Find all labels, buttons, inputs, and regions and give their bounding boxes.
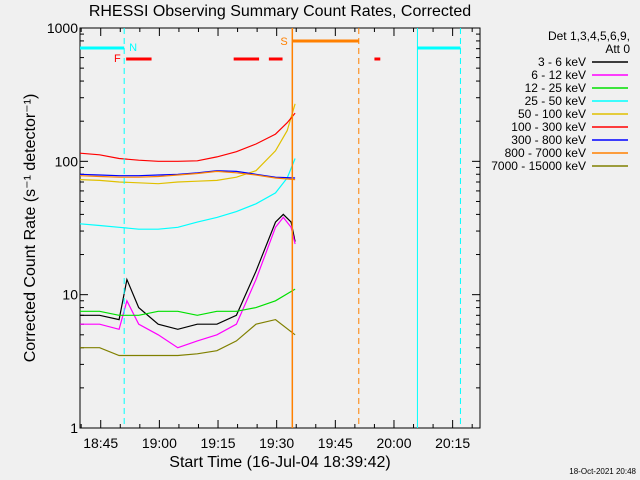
series-line-4 bbox=[79, 103, 296, 185]
series-line-0 bbox=[80, 213, 296, 330]
flare-flag-label: F bbox=[114, 53, 121, 65]
y-tick-label: 10 bbox=[62, 287, 78, 303]
x-tick-label: 19:45 bbox=[318, 435, 353, 451]
y-axis-label: Corrected Count Rate (s⁻¹ detector⁻¹) bbox=[22, 94, 39, 363]
series-line-7 bbox=[79, 170, 296, 181]
y-tick-label: 100 bbox=[55, 153, 79, 169]
footer-date: 18-Oct-2021 20:48 bbox=[569, 467, 636, 476]
legend-label: 3 - 6 keV bbox=[538, 55, 586, 69]
y-tick-label: 1 bbox=[70, 420, 78, 436]
x-tick-label: 19:00 bbox=[142, 435, 177, 451]
saa-flag-label: S bbox=[280, 36, 287, 48]
legend-label: 12 - 25 keV bbox=[525, 81, 586, 95]
x-tick-label: 20:00 bbox=[376, 435, 411, 451]
x-tick-label: 19:30 bbox=[259, 435, 294, 451]
legend-label: 800 - 7000 keV bbox=[505, 146, 586, 160]
night-flag-label: N bbox=[129, 42, 137, 54]
x-tick-label: 19:15 bbox=[201, 435, 236, 451]
legend-label: 300 - 800 keV bbox=[511, 133, 586, 147]
plot-frame bbox=[79, 27, 481, 429]
x-axis-label: Start Time (16-Jul-04 18:39:42) bbox=[169, 454, 390, 471]
legend-label: 25 - 50 keV bbox=[525, 94, 586, 108]
chart-title: RHESSI Observing Summary Count Rates, Co… bbox=[89, 3, 471, 20]
series-line-3 bbox=[79, 158, 296, 230]
legend-header-1: Det 1,3,4,5,6,9, bbox=[548, 29, 630, 43]
series-line-8 bbox=[80, 318, 296, 357]
legend-label: 50 - 100 keV bbox=[518, 107, 586, 121]
series-line-6 bbox=[79, 170, 296, 179]
legend-label: 100 - 300 keV bbox=[511, 120, 586, 134]
series-line-2 bbox=[80, 288, 296, 316]
y-tick-label: 1000 bbox=[47, 20, 78, 36]
series-line-1 bbox=[80, 216, 296, 349]
x-tick-label: 18:45 bbox=[83, 435, 118, 451]
series-line-5 bbox=[79, 112, 296, 162]
x-tick-label: 20:15 bbox=[435, 435, 470, 451]
legend-label: 7000 - 15000 keV bbox=[491, 159, 586, 173]
legend-header-2: Att 0 bbox=[605, 42, 630, 56]
legend-label: 6 - 12 keV bbox=[531, 68, 586, 82]
